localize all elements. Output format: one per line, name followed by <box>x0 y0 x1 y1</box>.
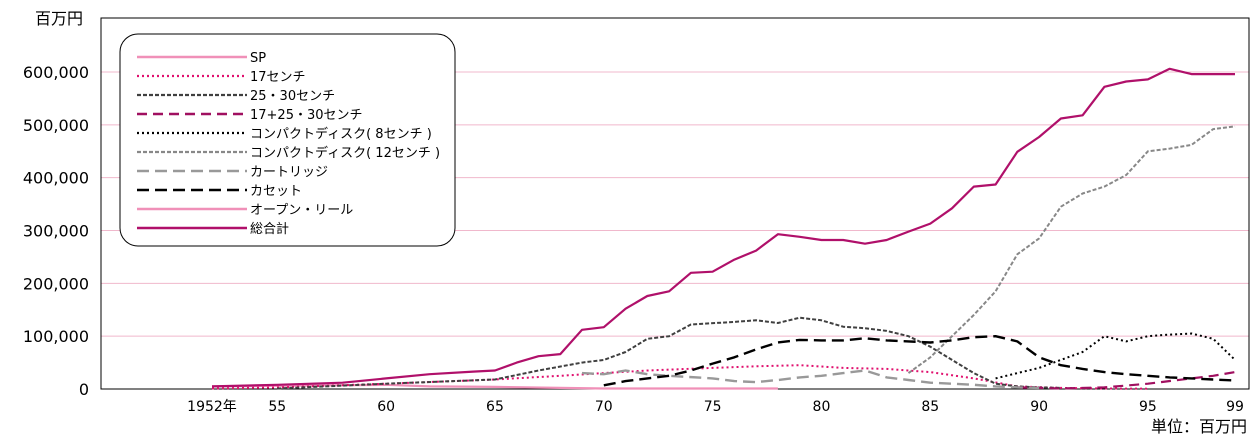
x-tick-label: 99 <box>1226 399 1244 415</box>
series-line <box>907 125 1236 374</box>
x-tick-label: 55 <box>268 399 286 415</box>
legend-label: オープン・リール <box>250 203 353 218</box>
x-tick-label: 95 <box>1139 399 1157 415</box>
legend-label: コンパクトディスク( 12センチ ) <box>250 145 440 161</box>
y-tick-label: 300,000 <box>23 222 89 241</box>
legend-label: カートリッジ <box>250 165 328 180</box>
series-line <box>277 316 1061 390</box>
x-tick-label: 65 <box>486 399 504 415</box>
series-line <box>211 364 1148 390</box>
x-tick-label: 1952年 <box>187 399 237 415</box>
legend-label: 25・30センチ <box>250 89 335 104</box>
series-line <box>603 335 1236 387</box>
y-tick-label: 500,000 <box>23 116 89 135</box>
legend-label: 総合計 <box>250 221 289 237</box>
x-tick-label: 70 <box>595 399 613 415</box>
x-axis-ticks: 1952年 55 60 65 70 75 80 85 90 95 99 <box>187 399 1244 415</box>
y-tick-label: 600,000 <box>23 63 89 82</box>
x-tick-label: 85 <box>921 399 939 415</box>
legend-label: コンパクトディスク( 8センチ ) <box>250 126 432 142</box>
unit-note: 単位：百万円 <box>1151 417 1247 436</box>
series-line <box>995 332 1236 380</box>
series-line <box>581 369 1040 390</box>
x-tick-label: 60 <box>377 399 395 415</box>
series-line <box>211 67 1235 388</box>
x-tick-label: 80 <box>813 399 831 415</box>
legend-label: カセット <box>250 184 302 199</box>
y-tick-label: 200,000 <box>23 274 89 293</box>
y-tick-label: 400,000 <box>23 169 89 188</box>
series-line <box>1017 371 1236 390</box>
legend-label: 17センチ <box>250 70 306 85</box>
y-axis-label: 百万円 <box>35 9 83 28</box>
y-tick-label: 0 <box>79 380 89 399</box>
legend-label: SP <box>250 51 266 66</box>
series-lines <box>211 67 1236 390</box>
x-tick-label: 90 <box>1030 399 1048 415</box>
legend-label: 17+25・30センチ <box>250 108 363 123</box>
y-tick-label: 100,000 <box>23 327 89 346</box>
legend-box <box>119 33 456 247</box>
x-tick-label: 75 <box>704 399 722 415</box>
y-axis-ticks: 0 100,000 200,000 300,000 400,000 500,000 600,… <box>23 63 89 399</box>
